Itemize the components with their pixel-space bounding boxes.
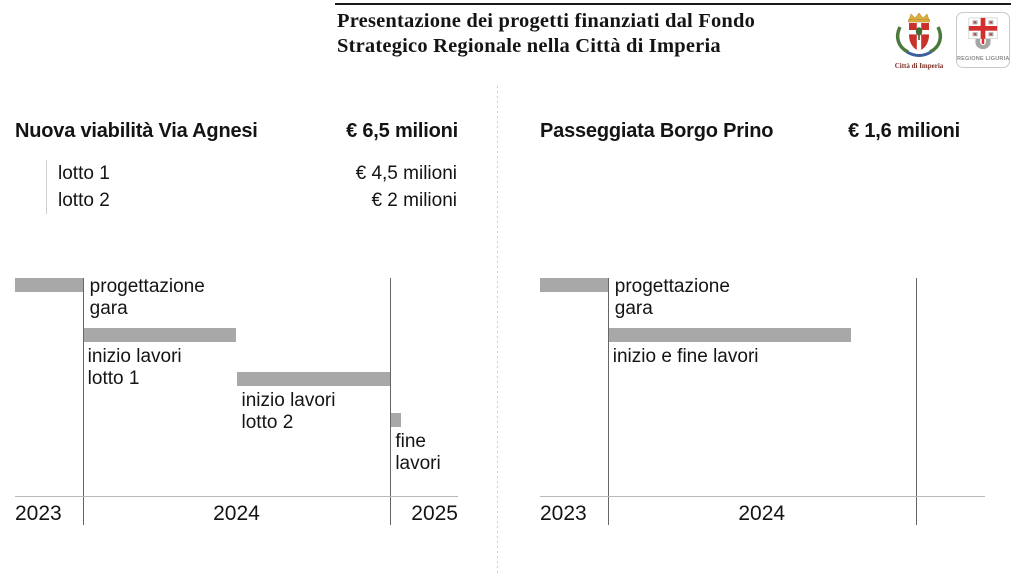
gantt-bar-label: inizio lavori lotto 1 (87, 346, 182, 389)
gantt-bar (82, 328, 237, 342)
header-rule (335, 3, 1011, 5)
gantt-chart-right: progettazione gara inizio e fine lavori 202… (540, 270, 985, 535)
gantt-bar-label: fine lavori (395, 431, 441, 474)
year-label: 2023 (540, 502, 587, 525)
gantt-bar (540, 278, 608, 292)
breakdown-amount: € 4,5 milioni (355, 162, 457, 184)
center-divider (497, 86, 498, 576)
year-label: 2025 (411, 502, 458, 525)
presentation-title-line2: Strategico Regionale nella Città di Impe… (337, 35, 721, 57)
project-heading-left: Nuova viabilità Via Agnesi € 6,5 milioni (15, 120, 458, 143)
liguria-logo-label: REGIONE LIGURIA (957, 56, 1010, 62)
imperia-coat-of-arms-icon (895, 12, 943, 57)
axis-line (540, 496, 985, 497)
gantt-bar (15, 278, 83, 292)
project-title-right: Passeggiata Borgo Prino (540, 120, 774, 142)
year-gridline (82, 278, 84, 525)
project-budget-left: € 6,5 milioni (346, 120, 458, 142)
axis-line (15, 496, 458, 497)
year-gridline (607, 278, 609, 525)
project-heading-right: Passeggiata Borgo Prino € 1,6 milioni (540, 120, 960, 143)
gantt-chart-left: progettazione gara inizio lavori lotto 1 ini… (15, 270, 458, 535)
breakdown-label: lotto 2 (58, 189, 110, 211)
presentation-title: Presentazione dei progetti finanziati da… (337, 9, 897, 59)
breakdown-label: lotto 1 (58, 162, 110, 184)
gantt-bar (390, 413, 402, 427)
liguria-logo: REGIONE LIGURIA (956, 12, 1010, 68)
project-title-left: Nuova viabilità Via Agnesi (15, 120, 258, 142)
year-label: 2023 (15, 502, 62, 525)
gantt-bar-label: progettazione gara (89, 276, 205, 319)
presentation-title-line1: Presentazione dei progetti finanziati da… (337, 10, 756, 32)
gantt-bar-label: inizio e fine lavori (612, 346, 759, 367)
year-label: 2024 (738, 502, 786, 525)
year-label: 2024 (213, 502, 260, 525)
gantt-bar-label: inizio lavori lotto 2 (241, 390, 336, 433)
imperia-logo-label: Città di Imperia (894, 62, 944, 70)
budget-breakdown: lotto 1 € 4,5 milioni lotto 2 € 2 milion… (46, 160, 457, 214)
breakdown-row: lotto 2 € 2 milioni (47, 187, 457, 214)
year-gridline (915, 278, 917, 525)
gantt-bar (607, 328, 852, 342)
liguria-shield-icon (968, 17, 998, 50)
breakdown-row: lotto 1 € 4,5 milioni (47, 160, 457, 187)
breakdown-amount: € 2 milioni (371, 189, 457, 211)
imperia-logo: Città di Imperia (891, 11, 947, 70)
project-budget-right: € 1,6 milioni (848, 120, 960, 142)
year-gridline (390, 278, 392, 525)
gantt-bar-label: progettazione gara (614, 276, 730, 319)
gantt-bar (236, 372, 391, 386)
